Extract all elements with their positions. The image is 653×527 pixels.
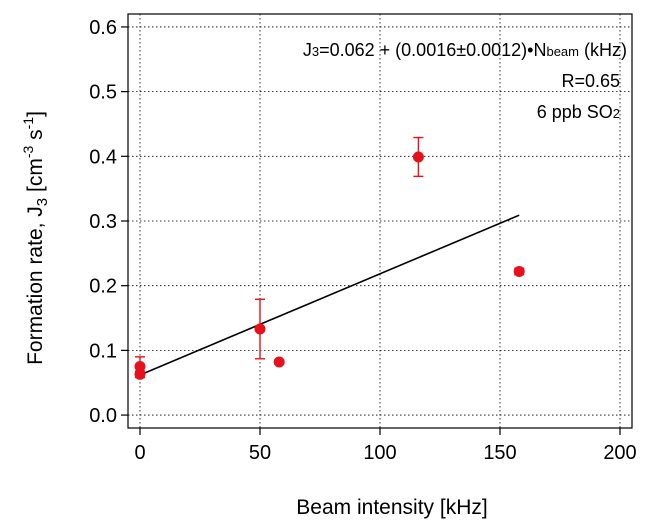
data-point xyxy=(513,265,525,277)
x-tick-label: 0 xyxy=(134,442,145,464)
fit-line xyxy=(139,214,520,376)
fit-equation: J3=0.062 + (0.0016±0.0012)•Nbeam (kHz) xyxy=(303,40,627,60)
r-value-label: R=0.65 xyxy=(561,71,620,91)
y-tick-label: 0.3 xyxy=(89,211,117,233)
y-tick-label: 0.6 xyxy=(89,17,117,39)
x-tick-label: 200 xyxy=(603,442,636,464)
data-point xyxy=(254,323,266,335)
y-axis-label: Formation rate, J3 [cm-3 s-1] xyxy=(20,111,51,365)
y-tick-label: 0.1 xyxy=(89,340,117,362)
data-point xyxy=(134,361,146,373)
fit-layer xyxy=(139,214,520,376)
y-tick-label: 0.2 xyxy=(89,276,117,298)
tick-layer: 0.0 0.1 0.2 0.3 0.4 0.5 0.6 0 50 100 150 200 xyxy=(89,17,637,464)
so2-concentration-label: 6 ppb SO2 xyxy=(537,102,620,122)
y-tick-label: 0.4 xyxy=(89,146,117,168)
data-point xyxy=(412,151,424,163)
grid-layer xyxy=(128,14,632,428)
data-point xyxy=(273,356,285,368)
x-tick-label: 150 xyxy=(483,442,516,464)
data-point xyxy=(134,368,146,380)
y-tick-label: 0.0 xyxy=(89,405,117,427)
point-layer xyxy=(134,136,525,380)
x-axis-label: Beam intensity [kHz] xyxy=(296,496,487,519)
x-tick-label: 100 xyxy=(363,442,396,464)
x-tick-label: 50 xyxy=(249,442,271,464)
y-tick-label: 0.5 xyxy=(89,82,117,104)
